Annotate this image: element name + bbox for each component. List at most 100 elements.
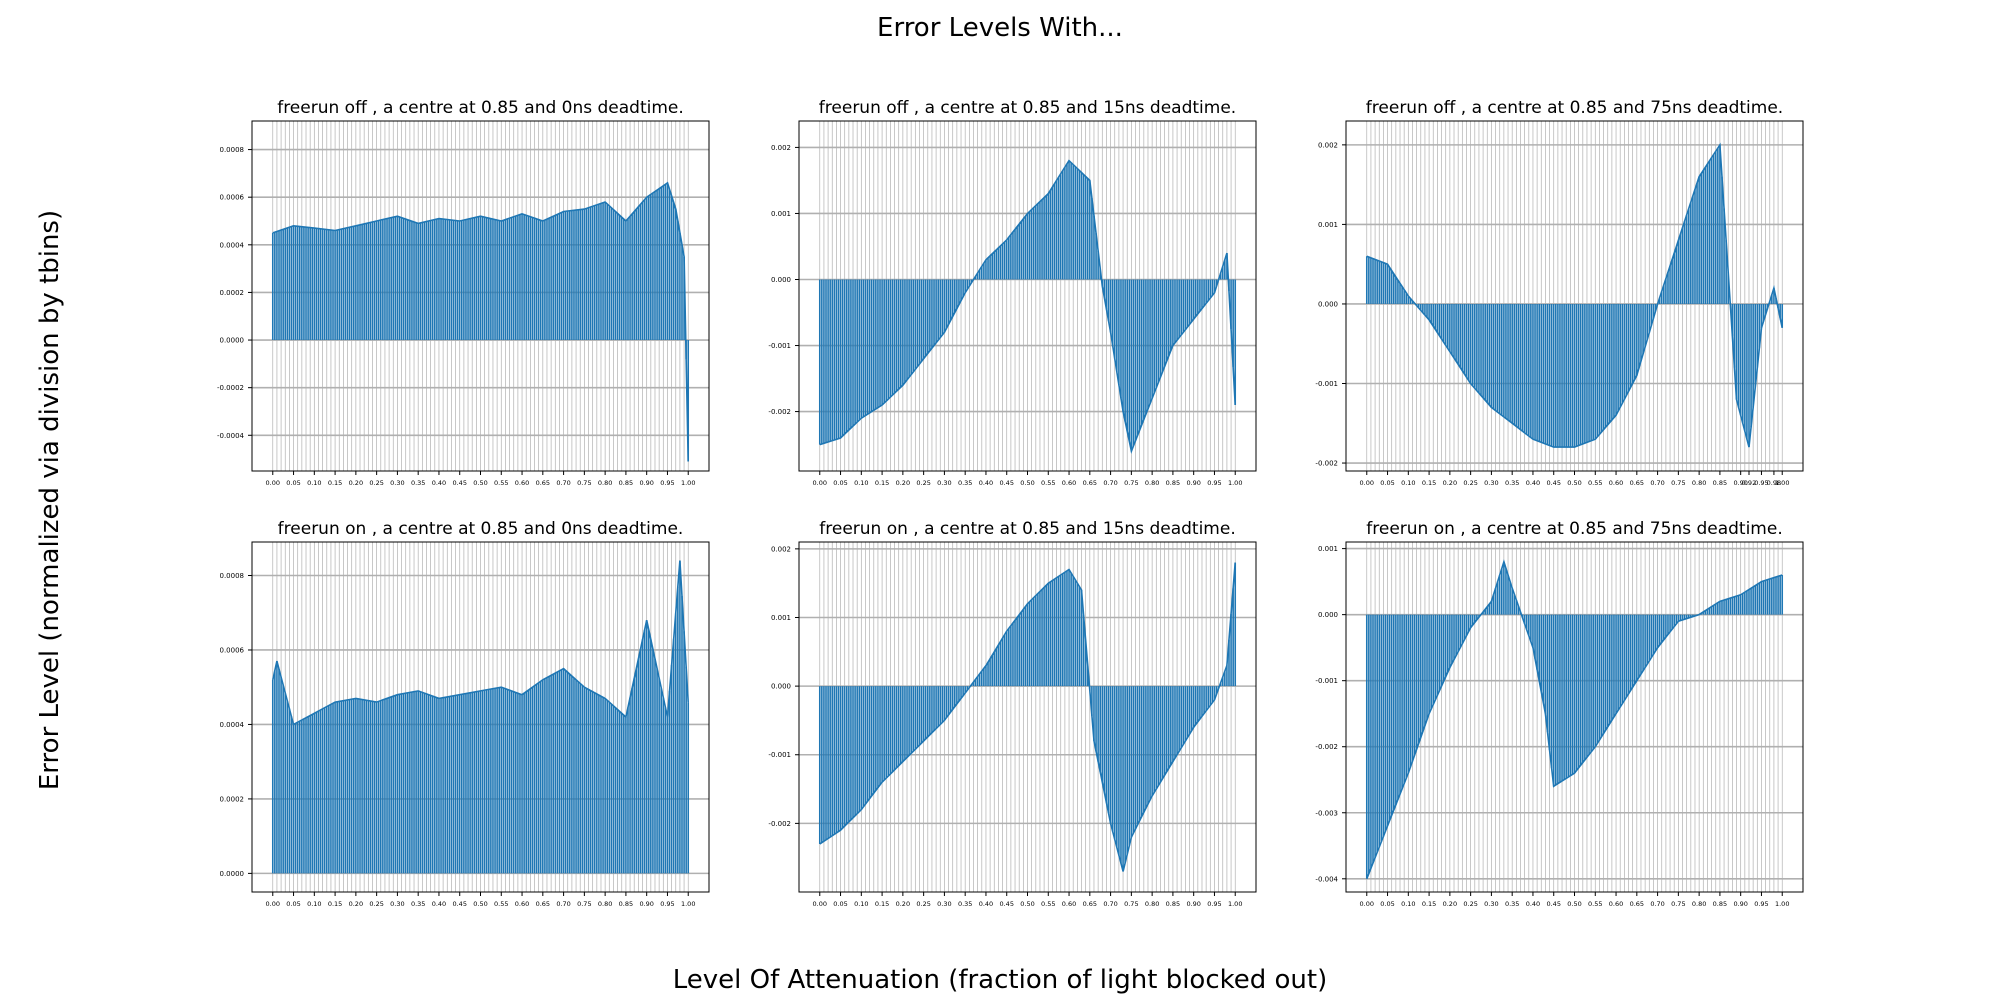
y-tick-label: 0.000 <box>1318 611 1338 619</box>
chart-panel-1: freerun off , a centre at 0.85 and 0ns d… <box>217 98 710 487</box>
chart-panel-6: freerun on , a centre at 0.85 and 75ns d… <box>1315 519 1804 908</box>
x-tick-label: 0.85 <box>619 479 633 487</box>
y-tick-label: 0.0006 <box>220 646 245 654</box>
x-tick-label: 0.55 <box>494 479 508 487</box>
x-tick-label: 0.20 <box>896 900 910 908</box>
x-tick-label: 1.00 <box>681 900 695 908</box>
x-tick-label: 0.40 <box>432 479 446 487</box>
x-tick-label: 0.95 <box>1754 479 1768 487</box>
x-tick-label: 0.75 <box>1671 479 1685 487</box>
x-tick-label: 0.90 <box>1733 479 1747 487</box>
series-line <box>1366 559 1783 880</box>
y-tick-label: 0.002 <box>771 144 791 152</box>
x-tick-label: 0.05 <box>286 900 300 908</box>
plot-frame <box>798 541 1257 893</box>
x-tick-label: 0.50 <box>1567 900 1581 908</box>
series-line <box>272 181 689 462</box>
x-tick-label: 0.55 <box>1588 900 1602 908</box>
x-tick-label: 0.10 <box>1401 900 1415 908</box>
x-tick-label: 0.00 <box>813 479 827 487</box>
x-tick-label: 0.25 <box>916 900 930 908</box>
chart-panel-5: freerun on , a centre at 0.85 and 15ns d… <box>768 519 1257 908</box>
chart-title: freerun on , a centre at 0.85 and 15ns d… <box>819 519 1235 539</box>
y-tick-label: 0.002 <box>1318 141 1338 149</box>
y-tick-label: 0.002 <box>771 545 791 553</box>
x-tick-label: 0.40 <box>979 900 993 908</box>
x-tick-label: 0.55 <box>1041 900 1055 908</box>
x-tick-label: 0.50 <box>1020 900 1034 908</box>
y-tick-label: 0.0002 <box>220 795 245 803</box>
x-tick-label: 0.75 <box>577 479 591 487</box>
x-tick-label: 0.98 <box>1767 479 1781 487</box>
x-tick-label: 0.10 <box>854 479 868 487</box>
x-tick-label: 0.75 <box>1124 479 1138 487</box>
x-tick-label: 0.60 <box>1609 479 1623 487</box>
x-tick-label: 0.85 <box>1713 900 1727 908</box>
series-line <box>819 562 1236 872</box>
y-tick-label: 0.0004 <box>220 721 245 729</box>
x-tick-label: 0.92 <box>1742 479 1756 487</box>
figure-title: Error Levels With... <box>877 13 1123 43</box>
chart-title: freerun off , a centre at 0.85 and 0ns d… <box>277 98 684 118</box>
x-tick-label: 0.70 <box>1650 900 1664 908</box>
plot-frame <box>251 541 710 893</box>
x-tick-label: 0.80 <box>1692 479 1706 487</box>
y-tick-label: -0.002 <box>768 408 791 416</box>
plot-frame <box>1345 541 1804 893</box>
x-tick-label: 0.15 <box>328 900 342 908</box>
x-tick-label: 0.45 <box>999 900 1013 908</box>
y-tick-label: 0.0000 <box>220 337 245 345</box>
x-tick-label: 0.25 <box>369 479 383 487</box>
y-tick-label: -0.001 <box>768 342 791 350</box>
x-tick-label: 0.20 <box>349 900 363 908</box>
x-tick-label: 0.80 <box>598 900 612 908</box>
x-tick-label: 0.90 <box>639 900 653 908</box>
x-tick-label: 0.35 <box>1505 479 1519 487</box>
chart-title: freerun off , a centre at 0.85 and 15ns … <box>819 98 1236 118</box>
x-tick-label: 0.55 <box>1041 479 1055 487</box>
x-tick-label: 0.15 <box>1422 479 1436 487</box>
x-tick-label: 0.95 <box>660 479 674 487</box>
x-tick-label: 0.05 <box>833 900 847 908</box>
x-tick-label: 0.65 <box>1083 479 1097 487</box>
x-tick-label: 0.55 <box>494 900 508 908</box>
plot-frame <box>798 120 1257 472</box>
x-tick-label: 0.45 <box>999 479 1013 487</box>
y-tick-label: 0.0008 <box>220 572 245 580</box>
x-tick-label: 0.90 <box>639 479 653 487</box>
figure-x-axis-label: Level Of Attenuation (fraction of light … <box>672 965 1328 995</box>
x-tick-label: 0.10 <box>307 479 321 487</box>
x-tick-label: 0.40 <box>1526 900 1540 908</box>
y-tick-label: 0.000 <box>771 683 791 691</box>
y-tick-label: 0.001 <box>1318 545 1338 553</box>
x-tick-label: 0.25 <box>1463 900 1477 908</box>
y-tick-label: -0.001 <box>768 751 791 759</box>
x-tick-label: 0.45 <box>452 479 466 487</box>
x-tick-label: 0.65 <box>1630 900 1644 908</box>
x-tick-label: 0.45 <box>452 900 466 908</box>
x-tick-label: 0.20 <box>349 479 363 487</box>
y-tick-label: -0.002 <box>1315 460 1338 468</box>
x-tick-label: 0.35 <box>411 479 425 487</box>
x-tick-label: 0.10 <box>307 900 321 908</box>
series-line <box>1366 142 1783 448</box>
x-tick-label: 0.70 <box>1650 479 1664 487</box>
x-tick-label: 0.40 <box>1526 479 1540 487</box>
x-tick-label: 0.65 <box>536 479 550 487</box>
x-tick-label: 0.60 <box>515 479 529 487</box>
y-tick-label: -0.0004 <box>217 432 245 440</box>
x-tick-label: 0.85 <box>1166 900 1180 908</box>
x-tick-label: 0.85 <box>1713 479 1727 487</box>
x-tick-label: 1.00 <box>1775 900 1789 908</box>
x-tick-label: 0.70 <box>556 900 570 908</box>
x-tick-label: 0.30 <box>390 900 404 908</box>
x-tick-label: 0.30 <box>1484 900 1498 908</box>
y-tick-label: 0.0000 <box>220 870 245 878</box>
x-tick-label: 0.20 <box>1443 479 1457 487</box>
x-tick-label: 0.45 <box>1546 900 1560 908</box>
x-tick-label: 0.65 <box>536 900 550 908</box>
x-tick-label: 0.30 <box>390 479 404 487</box>
y-tick-label: 0.0006 <box>220 194 245 202</box>
plot-frame <box>251 120 710 472</box>
